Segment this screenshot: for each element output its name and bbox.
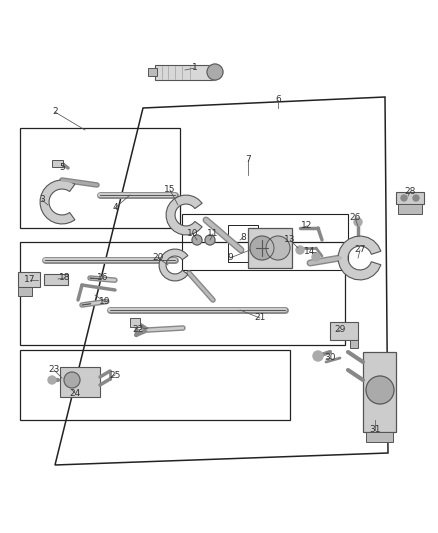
Text: 25: 25 <box>110 370 121 379</box>
Polygon shape <box>18 272 40 287</box>
Text: 19: 19 <box>99 297 111 306</box>
Text: 17: 17 <box>24 276 36 285</box>
Circle shape <box>313 351 323 361</box>
Text: 6: 6 <box>275 95 281 104</box>
Text: 14: 14 <box>304 247 316 256</box>
Text: 15: 15 <box>164 185 176 195</box>
Circle shape <box>48 376 56 384</box>
Text: 30: 30 <box>324 353 336 362</box>
Text: 16: 16 <box>97 273 109 282</box>
Text: 12: 12 <box>301 222 313 230</box>
Polygon shape <box>248 228 292 268</box>
Text: 23: 23 <box>48 366 60 375</box>
Text: 27: 27 <box>354 246 366 254</box>
Circle shape <box>366 376 394 404</box>
Text: 18: 18 <box>59 273 71 282</box>
Text: 10: 10 <box>187 230 199 238</box>
Text: 13: 13 <box>284 236 296 245</box>
Text: 1: 1 <box>192 63 198 72</box>
Circle shape <box>207 64 223 80</box>
Text: 29: 29 <box>334 326 346 335</box>
Polygon shape <box>130 318 140 327</box>
Text: 24: 24 <box>69 389 81 398</box>
Circle shape <box>354 218 362 226</box>
Text: 11: 11 <box>207 230 219 238</box>
Circle shape <box>192 235 202 245</box>
Polygon shape <box>338 236 381 280</box>
Text: 9: 9 <box>227 254 233 262</box>
Polygon shape <box>166 195 202 235</box>
Circle shape <box>296 246 304 254</box>
Polygon shape <box>396 192 424 204</box>
Text: 2: 2 <box>52 108 58 117</box>
Circle shape <box>205 235 215 245</box>
Text: 5: 5 <box>59 164 65 173</box>
Polygon shape <box>52 160 63 167</box>
Text: 4: 4 <box>112 204 118 213</box>
Text: 20: 20 <box>152 254 164 262</box>
Polygon shape <box>330 322 358 340</box>
Polygon shape <box>350 340 358 348</box>
Circle shape <box>401 195 407 201</box>
Circle shape <box>64 372 80 388</box>
Text: 28: 28 <box>404 188 416 197</box>
Text: 7: 7 <box>245 156 251 165</box>
Polygon shape <box>363 352 396 432</box>
Circle shape <box>312 253 320 261</box>
Text: 31: 31 <box>369 425 381 434</box>
Text: 8: 8 <box>240 233 246 243</box>
Polygon shape <box>18 287 32 296</box>
Circle shape <box>266 236 290 260</box>
Circle shape <box>413 195 419 201</box>
Text: 26: 26 <box>350 214 360 222</box>
Polygon shape <box>366 432 393 442</box>
Polygon shape <box>44 274 68 285</box>
Polygon shape <box>155 65 215 80</box>
Polygon shape <box>398 204 422 214</box>
Polygon shape <box>159 249 188 281</box>
Text: 21: 21 <box>254 313 266 322</box>
Circle shape <box>250 236 274 260</box>
Polygon shape <box>60 367 100 397</box>
Text: 22: 22 <box>132 326 144 335</box>
Text: 3: 3 <box>39 196 45 205</box>
Polygon shape <box>148 68 157 76</box>
Polygon shape <box>40 180 75 224</box>
